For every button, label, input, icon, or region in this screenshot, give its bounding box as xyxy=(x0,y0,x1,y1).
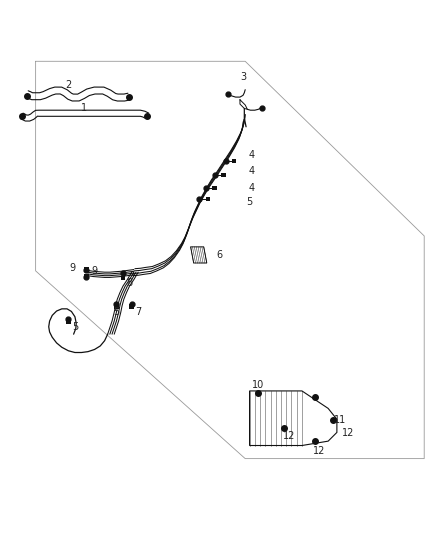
Text: 4: 4 xyxy=(249,183,255,193)
Bar xyxy=(130,304,134,309)
Bar xyxy=(221,173,226,176)
Text: 4: 4 xyxy=(249,166,255,176)
Bar xyxy=(114,304,119,309)
Bar xyxy=(232,159,237,163)
Text: 8: 8 xyxy=(127,278,133,288)
Text: 6: 6 xyxy=(216,250,222,260)
Text: 4: 4 xyxy=(249,150,255,160)
Bar xyxy=(84,274,89,279)
Bar xyxy=(66,320,71,324)
Text: 12: 12 xyxy=(283,431,295,441)
Bar xyxy=(121,276,125,280)
Text: 9: 9 xyxy=(92,266,98,276)
Bar xyxy=(84,268,89,272)
Text: 12: 12 xyxy=(313,446,325,456)
Text: 12: 12 xyxy=(342,429,354,438)
Text: 1: 1 xyxy=(81,103,87,114)
Text: 5: 5 xyxy=(247,197,253,207)
Bar xyxy=(206,197,210,200)
Text: 7: 7 xyxy=(135,308,141,317)
Text: 11: 11 xyxy=(334,415,346,425)
Text: 5: 5 xyxy=(72,322,78,332)
Text: 10: 10 xyxy=(252,380,265,390)
Text: 2: 2 xyxy=(65,80,71,90)
Bar xyxy=(212,186,217,190)
Text: 3: 3 xyxy=(240,71,246,82)
Text: 5: 5 xyxy=(113,308,120,317)
Text: 9: 9 xyxy=(70,263,76,273)
